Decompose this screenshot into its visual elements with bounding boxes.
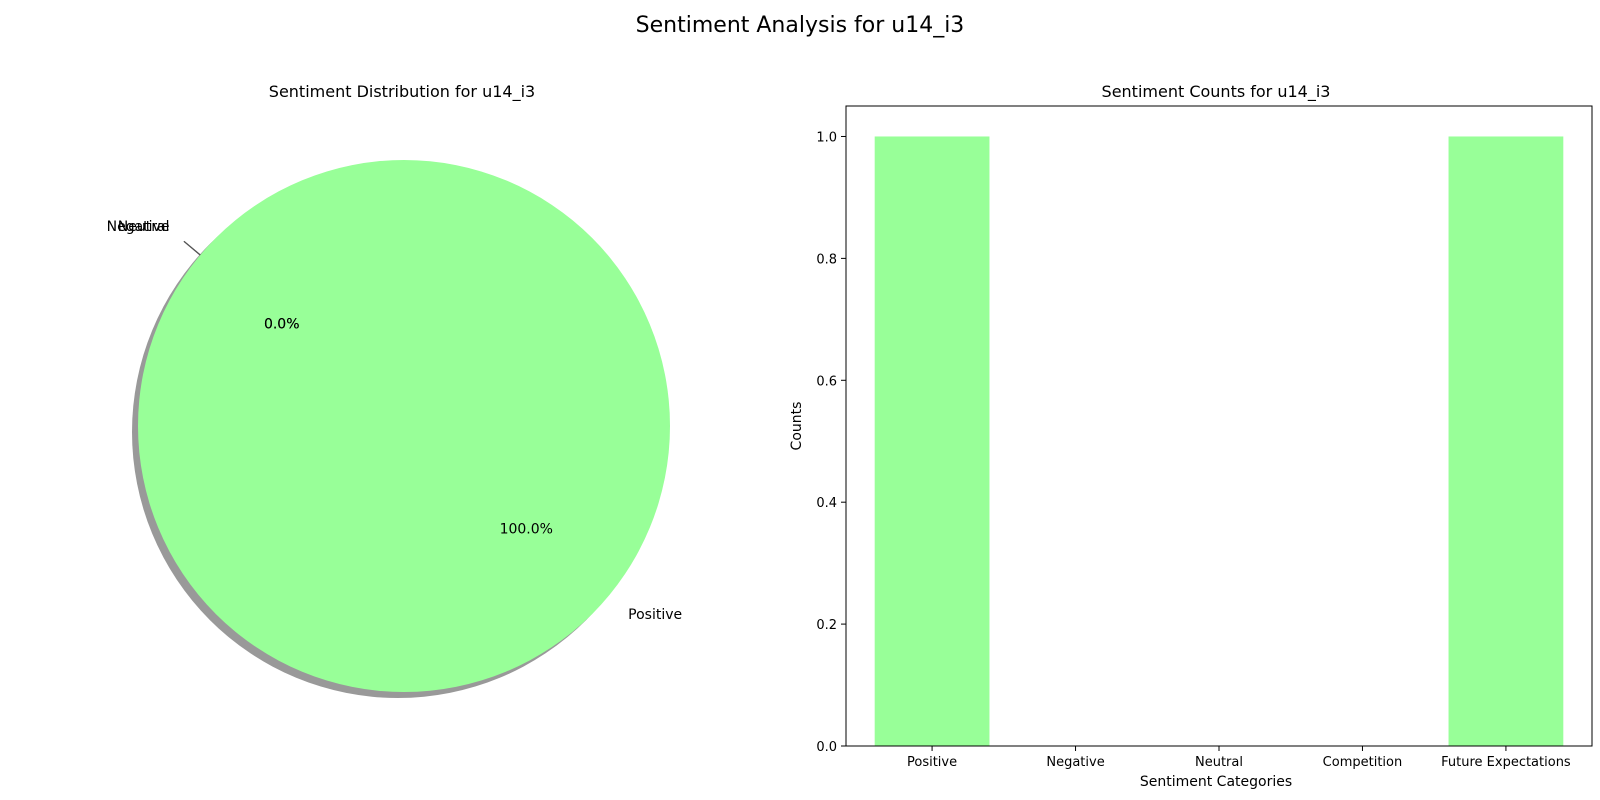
y-tick-label: 0.6: [816, 374, 837, 389]
x-tick-label: Negative: [1046, 755, 1104, 770]
bar-layer: 0.0 0.2 0.4 0.6 0.8 1.0 Positive Negative Neutra…: [816, 105, 1593, 770]
pie-label: Negative: [107, 219, 170, 235]
pie-leader-line: [183, 240, 201, 256]
bar-xlabel: Sentiment Categories: [1140, 774, 1292, 790]
pie-percent-label: 0.0%: [264, 316, 300, 332]
figure-suptitle: Sentiment Analysis for u14_i3: [636, 13, 965, 38]
y-tick-label: 0.4: [816, 496, 837, 511]
x-tick-label: Future Expectations: [1441, 755, 1571, 770]
bar-title: Sentiment Counts for u14_i3: [1102, 82, 1331, 102]
y-tick-label: 1.0: [816, 130, 837, 145]
y-tick-label: 0.0: [816, 740, 837, 755]
pie-slice: [138, 160, 670, 692]
pie-label: Neutral: [118, 219, 170, 235]
pie-percent-label: 100.0%: [500, 522, 553, 538]
x-tick-label: Competition: [1323, 755, 1403, 770]
pie-chart: Sentiment Distribution for u14_i3 Positi…: [107, 82, 682, 698]
pie-percent-label: 0.0%: [264, 316, 300, 332]
x-tick-label: Neutral: [1195, 755, 1243, 770]
y-tick-label: 0.2: [816, 618, 837, 633]
bar: [1448, 136, 1564, 746]
bar: [874, 136, 990, 746]
x-tick-label: Positive: [907, 755, 957, 770]
bar-ylabel: Counts: [789, 402, 805, 451]
pie-title: Sentiment Distribution for u14_i3: [269, 82, 535, 102]
y-tick-label: 0.8: [816, 252, 837, 267]
pie-label: Positive: [628, 607, 682, 623]
bar-chart: Sentiment Counts for u14_i3 0.0 0.2 0.4 0.6…: [789, 82, 1593, 790]
